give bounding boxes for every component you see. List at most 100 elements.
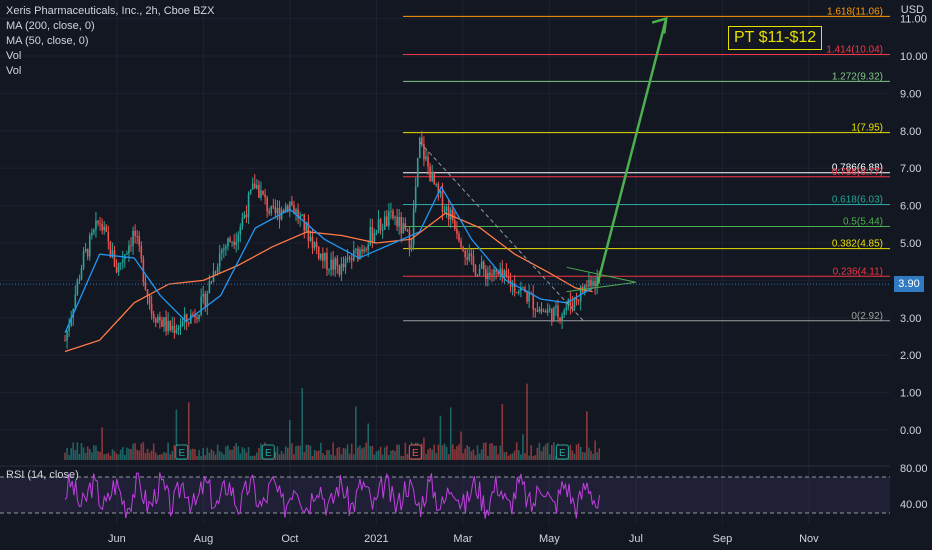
volume-bar-4 — [72, 442, 75, 460]
ma200-legend[interactable]: MA (200, close, 0) — [6, 20, 95, 32]
candle-body-238 — [555, 305, 557, 308]
candle-body-54 — [175, 329, 178, 334]
candle-body-209 — [495, 269, 497, 273]
candle-body-217 — [511, 283, 514, 287]
volume-bar-187 — [449, 407, 452, 460]
candle-body-235 — [548, 308, 551, 310]
candle-body-152 — [377, 219, 380, 234]
volume-bar-90 — [249, 455, 252, 460]
volume-bar-22 — [109, 455, 112, 460]
candle-body-108 — [286, 205, 289, 212]
candle-body-139 — [350, 258, 353, 261]
volume-bar-45 — [157, 455, 159, 460]
candle-body-111 — [293, 205, 295, 214]
candle-body-86 — [241, 218, 244, 227]
candle-body-215 — [507, 276, 510, 280]
candle-body-42 — [150, 303, 153, 315]
candle-body-210 — [497, 272, 499, 275]
volume-bar-61 — [190, 449, 192, 460]
candle-body-19 — [103, 226, 105, 231]
volume-bar-111 — [293, 454, 295, 460]
volume-bar-182 — [439, 415, 442, 460]
volume-bar-156 — [385, 445, 388, 460]
vol-legend-1[interactable]: Vol — [6, 50, 22, 62]
candle-body-163 — [400, 216, 403, 234]
symbol-title[interactable]: Xeris Pharmaceuticals, Inc., 2h, Cboe BZ… — [6, 5, 215, 17]
volume-bar-179 — [433, 444, 436, 460]
candle-body-6 — [76, 280, 79, 295]
volume-bar-76 — [220, 452, 223, 460]
volume-bar-253 — [586, 411, 588, 460]
volume-bar-177 — [429, 447, 431, 460]
projection-arrow-head — [651, 16, 668, 34]
volume-bar-85 — [239, 453, 242, 460]
volume-bar-20 — [105, 453, 108, 460]
candle-body-192 — [460, 240, 462, 248]
candle-body-186 — [447, 206, 450, 220]
volume-bar-95 — [260, 443, 262, 460]
volume-bar-66 — [200, 455, 202, 460]
candle-body-208 — [493, 269, 495, 276]
candle-body-105 — [280, 210, 283, 220]
candle-body-255 — [590, 279, 592, 287]
candle-body-17 — [99, 223, 101, 225]
candle-body-117 — [305, 222, 308, 232]
candle-body-147 — [367, 244, 370, 251]
fib-label-5: 0.786(6.77) — [832, 167, 883, 178]
candle-body-179 — [433, 172, 436, 185]
candle-body-249 — [577, 300, 580, 302]
candle-body-49 — [165, 317, 167, 332]
candle-body-155 — [383, 216, 386, 230]
volume-bar-104 — [278, 454, 281, 460]
volume-bar-153 — [379, 446, 382, 460]
volume-bar-250 — [579, 446, 582, 460]
volume-bar-42 — [150, 450, 153, 460]
candle-body-137 — [346, 257, 349, 259]
candle-body-85 — [239, 226, 242, 235]
vol-legend-2[interactable]: Vol — [6, 65, 22, 77]
fib-label-4: 0.786(6.88) — [832, 163, 883, 174]
price-tick-1: 10.00 — [900, 51, 928, 63]
volume-bar-29 — [124, 454, 126, 460]
candle-body-99 — [268, 211, 271, 214]
volume-bar-73 — [214, 454, 217, 460]
candle-body-142 — [357, 248, 359, 260]
volume-bar-14 — [93, 445, 95, 460]
volume-bar-213 — [503, 452, 506, 460]
candle-body-92 — [253, 183, 256, 189]
price-target-label[interactable]: PT $11-$12 — [728, 26, 823, 50]
candle-body-232 — [542, 311, 545, 313]
candle-body-193 — [462, 247, 464, 251]
volume-bar-201 — [478, 453, 481, 460]
volume-bar-175 — [425, 453, 427, 460]
volume-bar-158 — [390, 450, 392, 460]
rsi-legend[interactable]: RSI (14, close) — [6, 469, 79, 481]
candle-body-120 — [311, 236, 314, 248]
candle-body-248 — [575, 297, 578, 301]
volume-bar-178 — [431, 449, 433, 460]
candle-body-41 — [148, 295, 151, 304]
candle-body-63 — [194, 314, 196, 318]
volume-bar-138 — [348, 453, 351, 460]
volume-bar-230 — [538, 442, 541, 460]
volume-bar-232 — [542, 446, 545, 460]
candle-body-195 — [466, 257, 469, 260]
volume-bar-78 — [225, 446, 227, 460]
candle-body-24 — [113, 250, 116, 267]
volume-bar-193 — [462, 453, 464, 460]
volume-bar-12 — [88, 449, 91, 460]
volume-bar-117 — [305, 444, 308, 460]
candle-body-2 — [68, 325, 70, 331]
volume-bar-173 — [421, 443, 423, 460]
volume-bar-88 — [245, 452, 248, 460]
volume-bar-217 — [511, 453, 514, 460]
fibonacci-levels: 1.618(11.06) 1.414(10.04) 1.272(9.32) 1(7.9… — [403, 6, 890, 322]
volume-bar-224 — [526, 383, 528, 460]
candle-body-146 — [365, 248, 367, 251]
candle-body-203 — [482, 261, 485, 270]
volume-bar-133 — [338, 447, 341, 460]
rsi-line — [64, 472, 600, 519]
ma50-legend[interactable]: MA (50, close, 0) — [6, 35, 89, 47]
candle-body-52 — [171, 325, 174, 331]
